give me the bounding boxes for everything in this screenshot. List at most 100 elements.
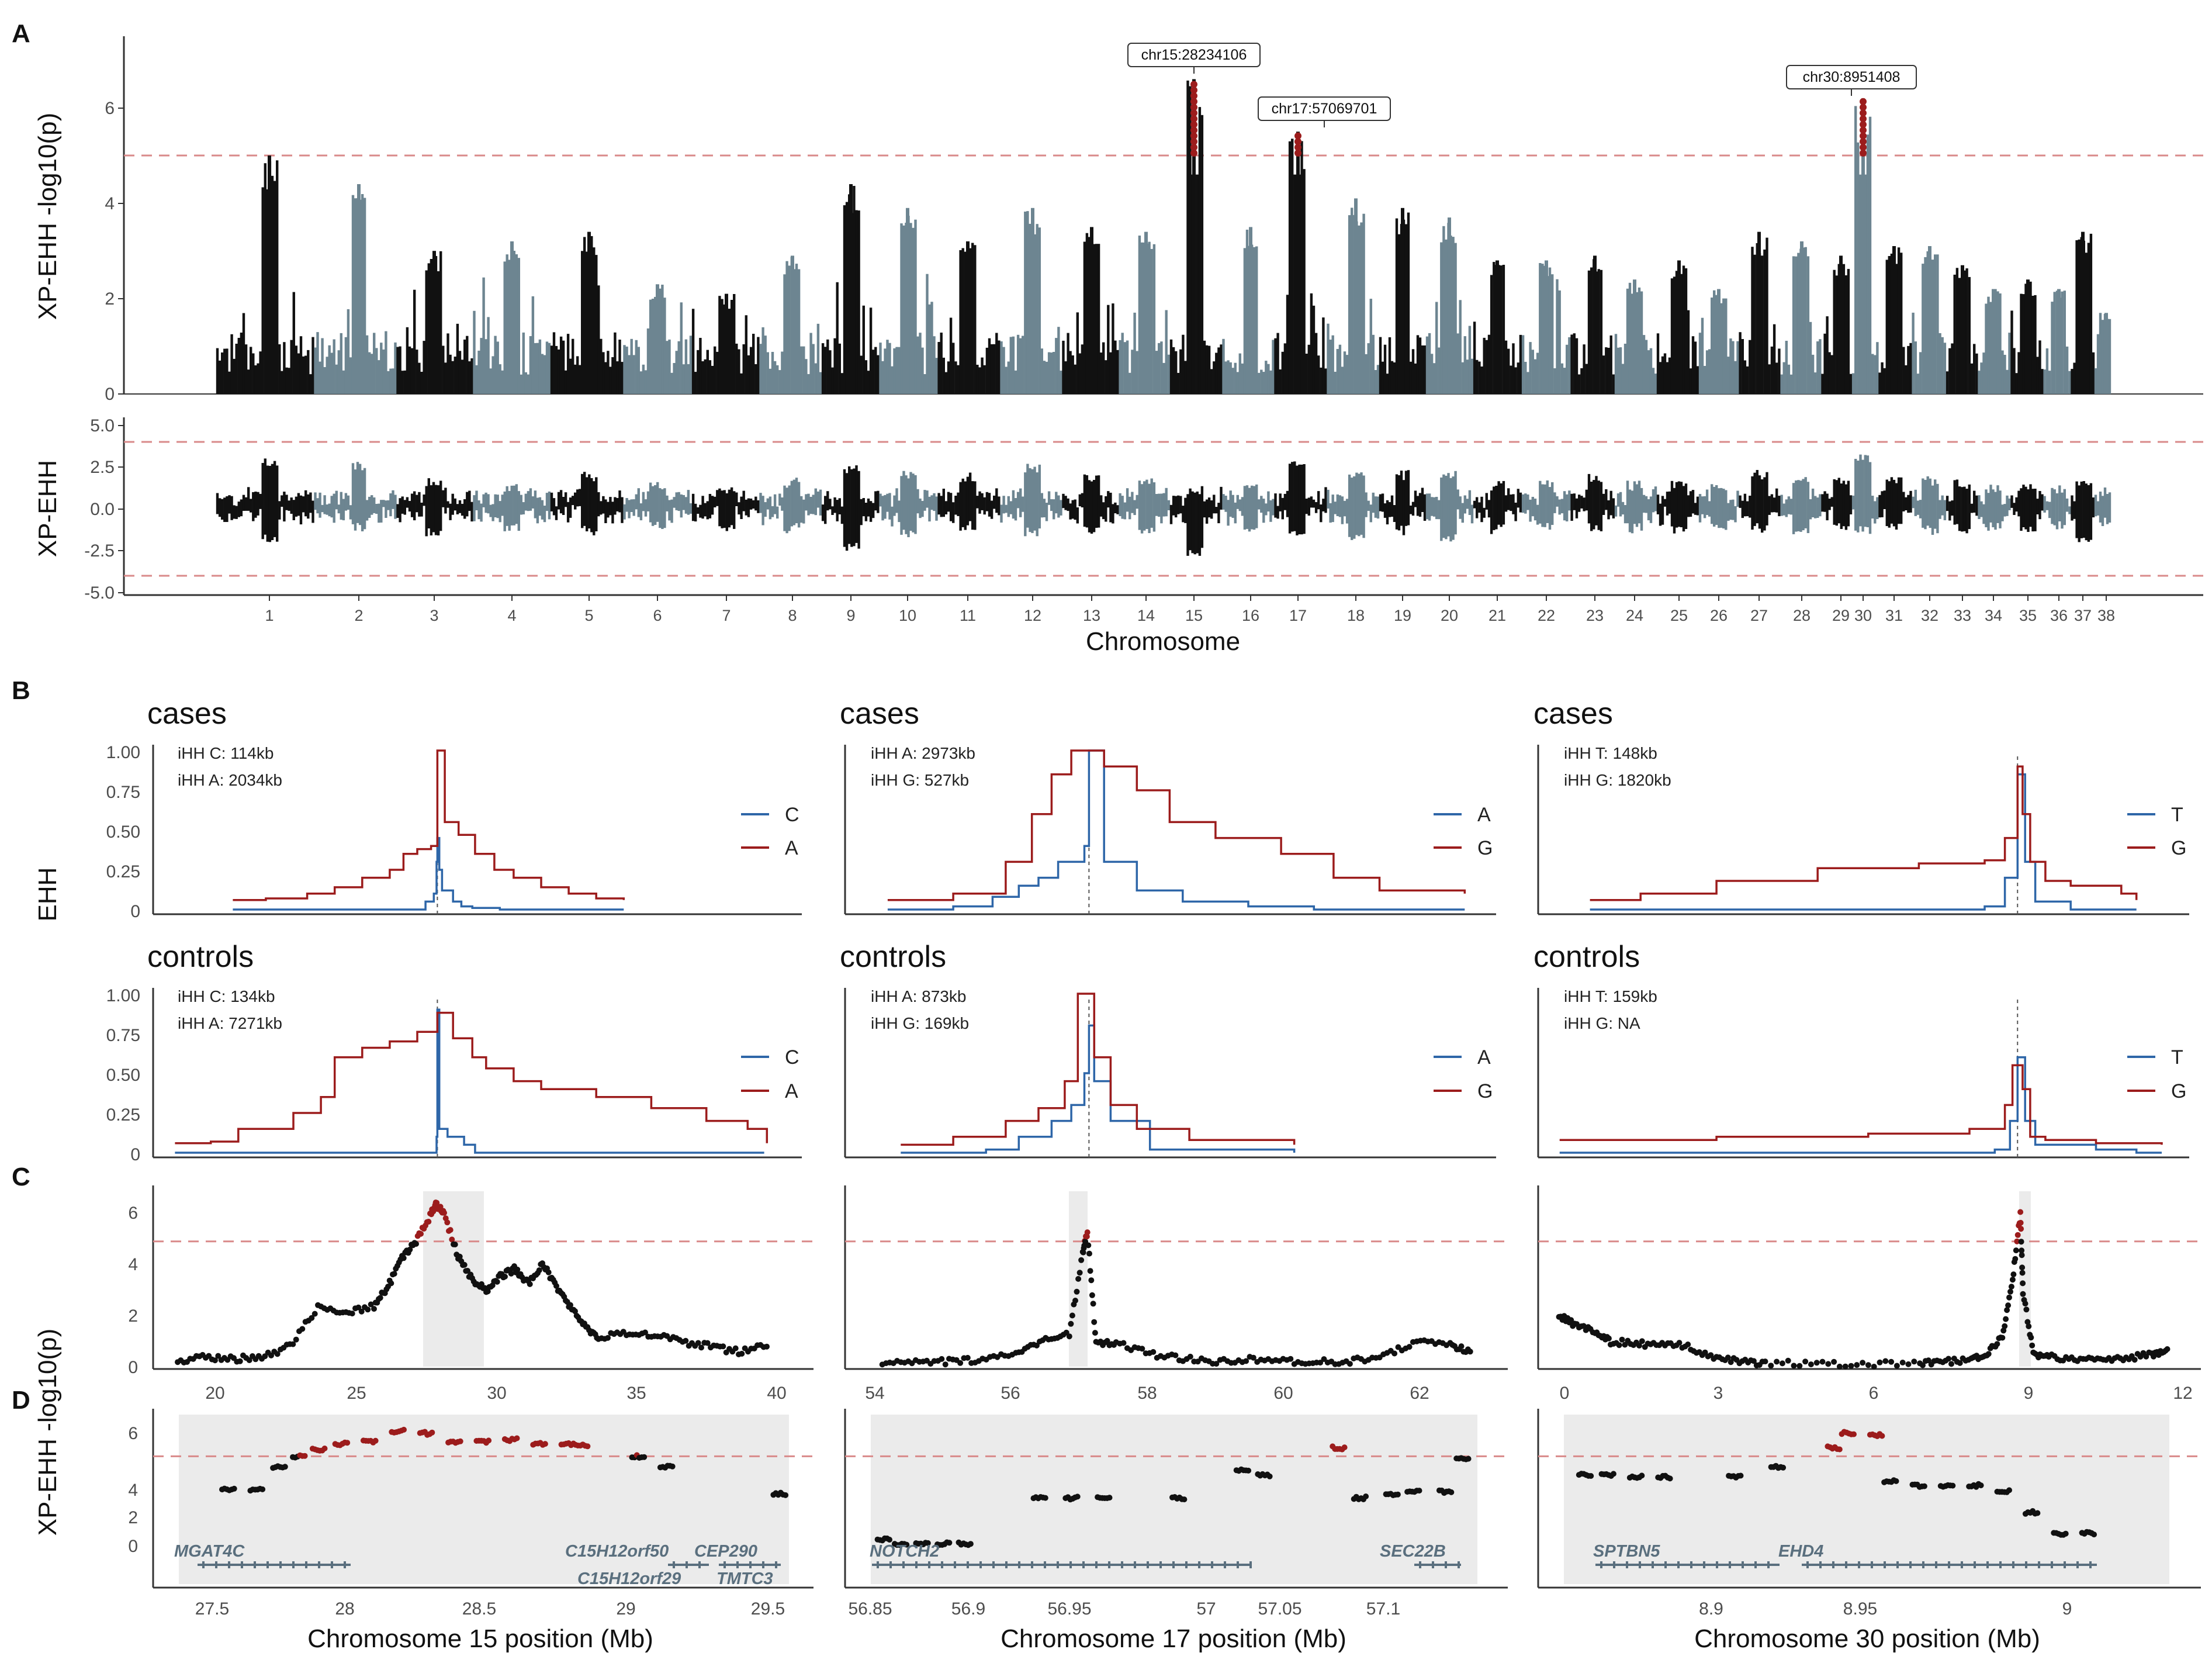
panel-a-top-marks [216,79,2111,395]
xpehh-mark [1595,476,1598,525]
manhattan-peak-mark [1593,255,1597,394]
manhattan-mark [937,342,940,394]
manhattan-mark [475,365,478,394]
d-point [669,1463,676,1470]
manhattan-mark [1638,287,1641,394]
xpehh-mark [1840,483,1843,529]
manhattan-mark [2013,348,2016,394]
xpehh-mark [375,504,378,514]
c-point [2026,1323,2032,1329]
d-xtick: 56.9 [951,1599,985,1619]
manhattan-significant-mark [1860,109,1867,117]
xpehh-mark [1866,455,1870,527]
xpehh-mark [831,506,834,515]
xpehh-mark [1055,492,1058,514]
manhattan-mark [2085,253,2088,394]
ehh-curve-cases-A [887,749,1465,911]
manhattan-mark [1293,174,1296,394]
xpehh-mark [1414,490,1417,507]
manhattan-mark [456,323,459,394]
xpehh-mark [368,496,371,518]
d-point [231,1485,237,1492]
xpehh-mark [1360,472,1363,535]
xpehh-mark [1148,483,1151,533]
xpehh-mark [1978,495,1981,519]
xpehh-mark [2015,497,2018,512]
xpehh-mark [1038,464,1041,529]
manhattan-mark [697,350,700,394]
c-xtick: 35 [626,1384,646,1403]
d-point [925,1540,931,1546]
manhattan-mark [522,332,525,394]
c-point [309,1315,315,1321]
xpehh-mark [1078,494,1081,507]
xpehh-mark [2031,489,2034,532]
manhattan-mark [586,251,589,394]
chromosome-tick-label: 33 [1954,607,1971,624]
manhattan-mark [1539,263,1542,394]
xpehh-mark [273,461,276,537]
xpehh-mark [733,491,736,529]
manhattan-mark [857,210,860,394]
manhattan-mark [1231,368,1234,394]
xpehh-mark [1720,488,1723,528]
manhattan-mark [228,371,231,394]
manhattan-mark [860,355,863,394]
manhattan-mark [819,372,822,394]
xpehh-mark [1668,491,1671,514]
manhattan-mark [1739,332,1742,394]
manhattan-mark [513,251,515,394]
c-point [2024,1319,2031,1325]
xpehh-mark [1397,475,1401,531]
xpehh-mark [855,465,858,543]
manhattan-mark [704,359,707,394]
manhattan-mark [1842,264,1846,394]
chromosome-tick-label: 3 [430,607,438,624]
manhattan-mark [959,250,962,394]
manhattan-significant-mark [1860,149,1867,157]
c-point [1120,1340,1127,1346]
d-xtick: 29.5 [751,1599,785,1619]
manhattan-mark [557,349,560,394]
manhattan-significant-mark [1190,103,1197,111]
manhattan-peak-mark [2057,289,2061,394]
manhattan-peak-mark [268,155,271,394]
xpehh-mark [1085,475,1089,528]
manhattan-mark [1227,360,1230,394]
manhattan-peak-mark [1861,98,1865,394]
manhattan-mark [1388,337,1391,394]
gene-exon [1935,1561,1937,1568]
manhattan-mark [1766,237,1768,394]
xpehh-mark [1751,476,1754,530]
manhattan-mark [1968,276,1971,394]
manhattan-mark [394,342,397,394]
manhattan-mark [1926,251,1929,394]
manhattan-mark [1512,343,1515,394]
xpehh-mark [1682,486,1685,532]
xpehh-mark [2065,498,2069,512]
d-point [2006,1487,2012,1493]
xpehh-mark [541,500,544,520]
ehh-curve-controls-A [175,1011,769,1145]
xpehh-mark [365,500,369,521]
manhattan-mark [651,299,655,394]
xpehh-mark [1982,504,1985,524]
manhattan-mark [1205,345,1209,394]
manhattan-mark [1026,211,1029,394]
c-point [1090,1301,1096,1307]
manhattan-mark [723,304,726,394]
manhattan-mark [1009,337,1012,394]
xpehh-mark [735,492,738,506]
xpehh-mark [944,501,948,514]
xpehh-mark [1687,495,1690,517]
manhattan-mark [940,333,943,394]
manhattan-mark [1200,115,1204,395]
c-point [1391,1350,1398,1357]
xpehh-mark [1773,497,1776,513]
facet-title-controls-chr30: controls [1533,940,1640,974]
gene-exon [1961,1561,1963,1568]
manhattan-mark [1016,334,1020,394]
manhattan-significant-mark [1190,115,1197,123]
manhattan-mark [1909,343,1912,394]
xpehh-mark [872,503,875,518]
